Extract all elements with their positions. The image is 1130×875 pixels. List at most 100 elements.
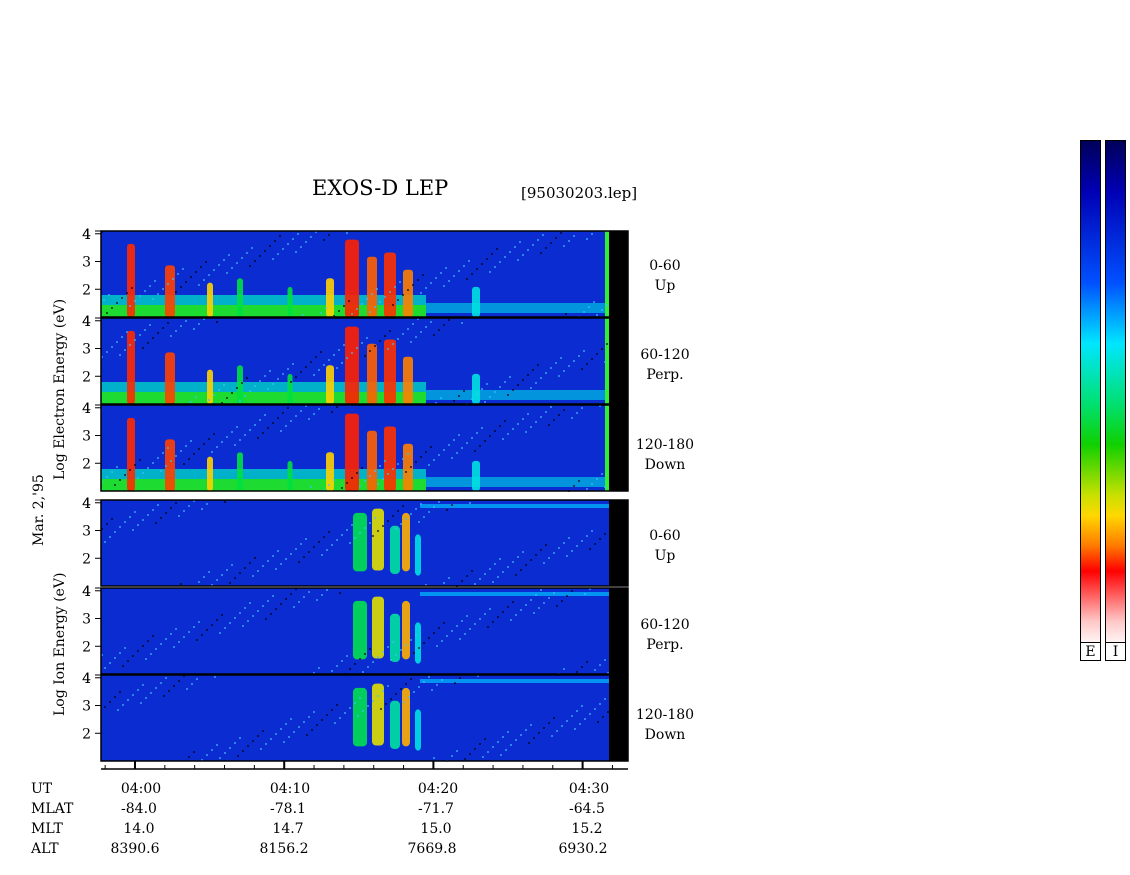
noise-speck <box>297 233 299 235</box>
noise-speck <box>119 526 121 528</box>
noise-speck <box>129 469 131 471</box>
noise-speck <box>129 516 131 518</box>
noise-speck <box>295 376 297 378</box>
spectral-feature <box>402 600 410 660</box>
noise-speck <box>602 716 604 718</box>
noise-speck <box>354 537 356 539</box>
noise-speck <box>571 715 573 717</box>
noise-speck <box>336 704 338 706</box>
alt-value: 6930.2 <box>558 841 608 857</box>
noise-speck <box>137 689 139 691</box>
noise-speck <box>236 426 238 428</box>
noise-speck <box>214 676 216 678</box>
noise-speck <box>507 731 509 733</box>
noise-speck <box>594 669 596 671</box>
noise-speck <box>553 717 555 719</box>
noise-speck <box>607 711 609 713</box>
mlat-value: -64.5 <box>569 801 605 817</box>
noise-speck <box>310 361 312 363</box>
noise-speck <box>341 362 343 364</box>
noise-speck <box>147 467 149 469</box>
noise-speck <box>385 703 387 705</box>
noise-speck <box>438 454 440 456</box>
colorbar-ion <box>1105 140 1126 648</box>
noise-speck <box>519 241 521 243</box>
noise-speck <box>423 681 425 683</box>
noise-speck <box>474 450 476 452</box>
noise-speck <box>249 390 251 392</box>
noise-speck <box>390 659 392 661</box>
noise-speck <box>382 690 384 692</box>
noise-speck <box>290 593 292 595</box>
spectral-feature <box>367 430 377 491</box>
noise-speck <box>359 532 361 534</box>
noise-speck <box>218 389 220 391</box>
noise-speck <box>589 548 591 550</box>
data-edge-marker <box>605 405 609 491</box>
noise-speck <box>339 592 341 594</box>
noise-speck <box>436 684 438 686</box>
spectral-feature <box>127 330 135 404</box>
noise-speck <box>525 431 527 433</box>
noise-speck <box>548 557 550 559</box>
y-tick-label: 4 <box>82 314 91 330</box>
noise-speck <box>208 438 210 440</box>
noise-speck <box>466 615 468 617</box>
spectral-feature <box>165 265 175 317</box>
spectral-feature <box>472 286 480 317</box>
noise-speck <box>502 736 504 738</box>
noise-speck <box>216 619 218 621</box>
noise-speck <box>152 509 154 511</box>
noise-speck <box>109 536 111 538</box>
noise-speck <box>484 613 486 615</box>
noise-speck <box>461 580 463 582</box>
noise-speck <box>175 455 177 457</box>
noise-speck <box>144 290 146 292</box>
noise-speck <box>285 723 287 725</box>
spectral-feature <box>372 596 384 659</box>
noise-speck <box>175 502 177 504</box>
noise-speck <box>563 668 565 670</box>
noise-speck <box>119 652 121 654</box>
noise-speck <box>295 251 297 253</box>
noise-speck <box>122 704 124 706</box>
noise-speck <box>354 702 356 704</box>
noise-speck <box>111 307 113 309</box>
spectral-feature <box>415 622 421 664</box>
noise-speck <box>101 528 103 530</box>
noise-speck <box>295 548 297 550</box>
noise-speck <box>504 256 506 258</box>
noise-speck <box>162 452 164 454</box>
noise-speck <box>361 467 363 469</box>
noise-speck <box>139 334 141 336</box>
noise-speck <box>142 472 144 474</box>
spectral-feature <box>207 369 213 404</box>
noise-speck <box>293 606 295 608</box>
noise-speck <box>249 429 251 431</box>
noise-speck <box>326 589 328 591</box>
noise-speck <box>604 486 606 488</box>
noise-speck <box>283 741 285 743</box>
noise-speck <box>193 328 195 330</box>
noise-speck <box>285 425 287 427</box>
noise-speck <box>571 550 573 552</box>
noise-speck <box>456 625 458 627</box>
y-tick-label: 2 <box>82 639 91 655</box>
noise-speck <box>507 606 509 608</box>
spectral-feature <box>367 256 377 317</box>
noise-speck <box>311 729 313 731</box>
noise-speck <box>440 272 442 274</box>
noise-speck <box>292 238 294 240</box>
noise-speck <box>132 694 134 696</box>
noise-speck <box>155 648 157 650</box>
noise-speck <box>540 377 542 379</box>
noise-speck <box>218 264 220 266</box>
noise-speck <box>313 546 315 548</box>
noise-speck <box>103 299 105 301</box>
noise-speck <box>492 621 494 623</box>
noise-speck <box>308 716 310 718</box>
noise-speck <box>530 559 532 561</box>
y-tick-label: 2 <box>82 282 91 298</box>
noise-speck <box>369 648 371 650</box>
noise-speck <box>448 577 450 579</box>
